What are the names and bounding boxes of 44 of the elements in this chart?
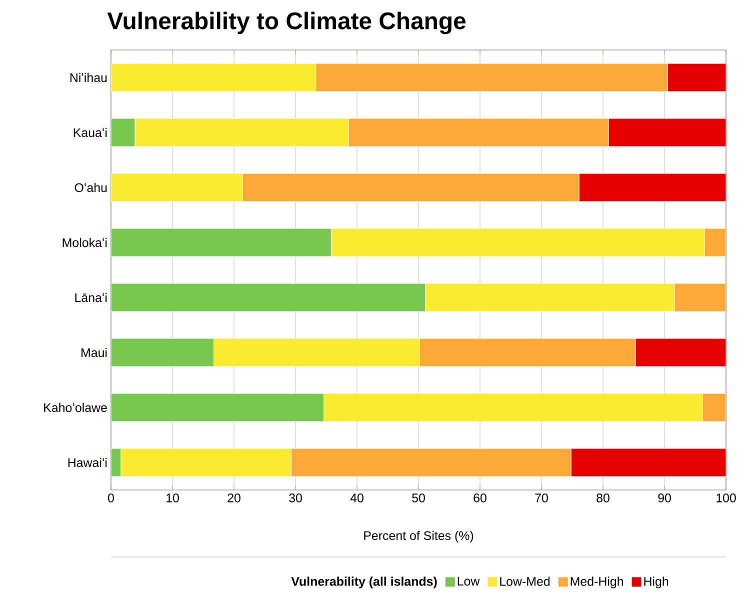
bar (111, 173, 243, 202)
y-tick-label: Kahoʻolawe (44, 402, 107, 412)
x-axis-title: Percent of Sites (%) (364, 530, 474, 543)
chart-title: Vulnerability to Climate Change (107, 12, 466, 34)
x-tick-label: 60 (474, 494, 486, 502)
bar (120, 448, 292, 477)
bar (330, 228, 705, 257)
y-tick-label: Molokaʻi (62, 238, 107, 248)
bar (608, 118, 726, 147)
bar (213, 338, 420, 367)
bar (134, 118, 349, 147)
y-tick-label: Lānaʻi (75, 292, 107, 302)
x-tick-label: 80 (596, 494, 610, 502)
bar (667, 63, 726, 92)
x-tick-label: 40 (350, 494, 364, 502)
x-tick-label: 30 (289, 494, 302, 502)
x-tick-label: 100 (716, 494, 736, 502)
y-tick-label: Maui (82, 348, 107, 358)
legend-label: Low (458, 576, 480, 586)
x-tick-label: 10 (166, 494, 179, 502)
bar (111, 393, 324, 422)
bar (111, 283, 426, 312)
bar (111, 63, 316, 92)
bar (425, 283, 675, 312)
bar (578, 173, 726, 202)
y-tick-label: Oʻahu (74, 182, 107, 192)
legend-label: Low-Med (500, 576, 550, 586)
bar (111, 338, 214, 367)
x-tick-label: 90 (658, 494, 671, 502)
x-tick-label: 20 (228, 494, 240, 502)
bar (635, 338, 726, 367)
bar (111, 228, 332, 257)
y-tick-label: Kauaʻi (74, 128, 107, 138)
y-tick-label: Hawaiʻi (68, 458, 107, 468)
legend-title: Vulnerability (all islands) (291, 576, 437, 588)
legend-label: High (644, 576, 668, 588)
bar (111, 118, 136, 147)
x-tick-label: 70 (535, 494, 548, 502)
legend-label: Med-High (570, 576, 623, 588)
y-tick-label: Niʻihau (70, 72, 107, 82)
x-tick-label: 50 (412, 494, 425, 502)
bar (570, 448, 726, 477)
bar (324, 393, 703, 422)
x-tick-label: 0 (108, 494, 114, 502)
